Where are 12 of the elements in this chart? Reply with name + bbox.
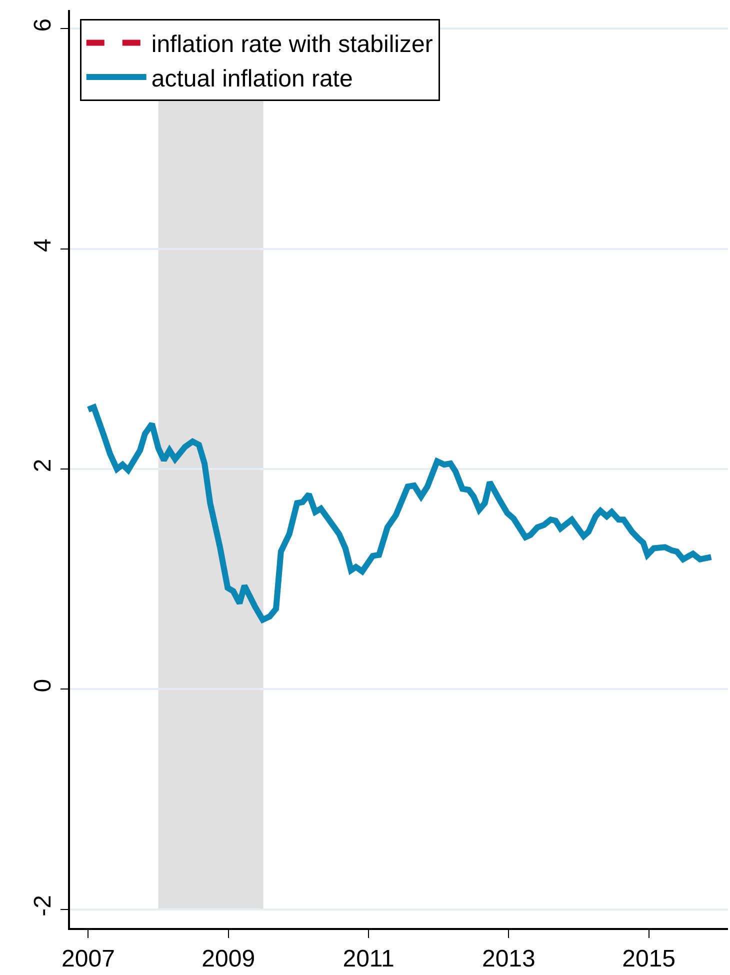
legend-label: actual inflation rate [151,65,353,92]
y-tick-label: 4 [30,238,57,252]
x-tick-label: 2011 [342,946,394,973]
legend-label: inflation rate with stabilizer [151,31,433,58]
x-tick-label: 2009 [202,946,256,973]
y-tick-label: 2 [30,458,57,472]
y-tick-label: -2 [30,895,57,916]
x-tick-label: 2013 [482,946,536,973]
x-tick-label: 2007 [62,946,115,973]
y-tick-label: 0 [30,678,57,692]
x-tick-label: 2015 [622,946,676,973]
y-tick-label: 6 [30,18,57,32]
